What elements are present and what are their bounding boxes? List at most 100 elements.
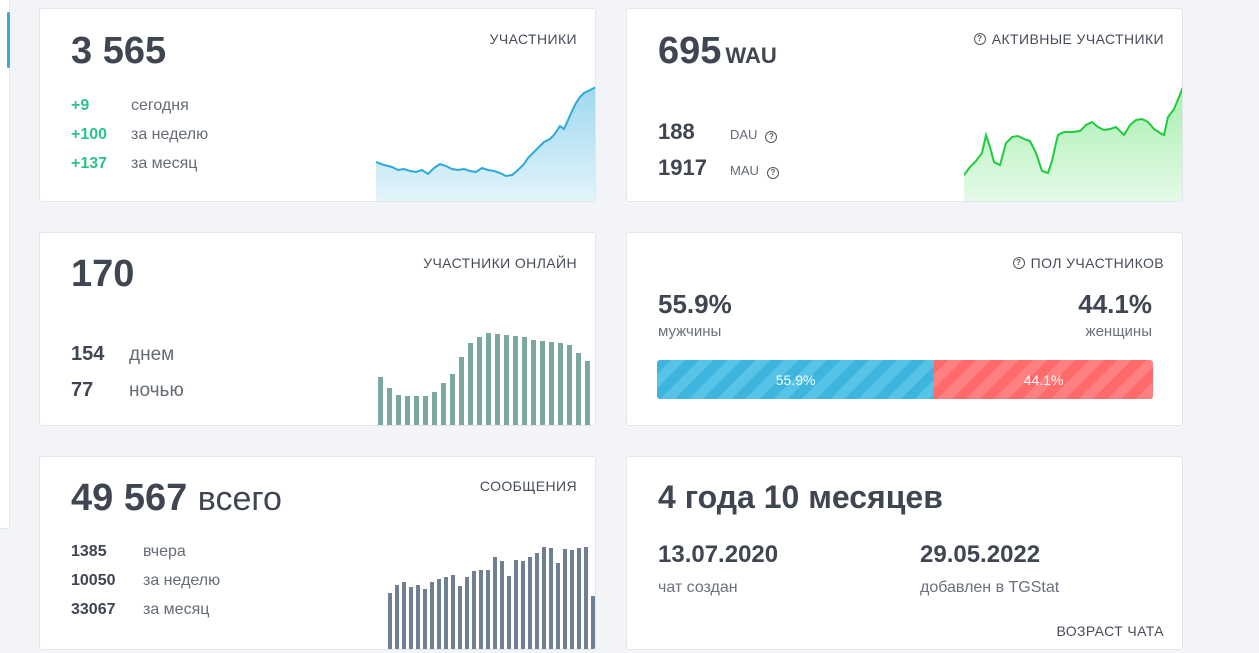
messages-bar [388,593,392,649]
online-bar [387,388,392,425]
dau-row: 188 DAU ? [658,119,778,145]
age-title: ВОЗРАСТ ЧАТА [1056,623,1164,639]
online-bar [405,396,410,425]
messages-bar [521,561,525,649]
stat-label: за месяц [131,155,198,172]
messages-card: СООБЩЕНИЯ 49 567 всего 1385 вчера 10050 … [39,456,596,650]
card-title: ВОЗРАСТ ЧАТА [1056,623,1164,639]
messages-bar [451,575,455,649]
messages-bar [458,586,462,649]
messages-bar [542,547,546,649]
help-icon[interactable]: ? [765,131,778,143]
card-title: УЧАСТНИКИ [490,31,577,47]
dau-value: 188 [658,119,695,144]
messages-bar [423,589,427,649]
created-date: 13.07.2020 [658,541,779,568]
members-sparkline-line [376,86,595,178]
online-bar [459,357,464,425]
card-title: ? ПОЛ УЧАСТНИКОВ [1012,255,1164,271]
online-bar [513,336,518,425]
mau-value: 1917 [658,155,707,180]
online-bar [540,341,545,425]
messages-total-suffix: всего [197,480,282,518]
messages-bar [563,549,567,649]
members-sparkline-area [376,87,595,201]
age-card: 4 года 10 месяцев 13.07.2020 чат создан … [626,456,1183,650]
online-bar [441,383,446,425]
card-title: ? АКТИВНЫЕ УЧАСТНИКИ [973,31,1164,47]
stat-label: вчера [143,543,186,560]
added-date: 29.05.2022 [920,541,1041,568]
dau-label: DAU [730,127,758,142]
online-day-value: 154 [71,343,105,365]
messages-bar [486,570,490,649]
online-bar [585,361,590,425]
messages-bar [535,553,539,649]
help-icon[interactable]: ? [766,167,779,179]
online-bar [567,345,572,425]
wau-value: 695 WAU [658,30,777,73]
messages-bar [416,585,420,649]
messages-bar [430,582,434,649]
created-label: чат создан [658,579,738,596]
messages-bar [479,570,483,649]
stat-label: за неделю [143,572,221,589]
stat-value: 33067 [71,601,116,618]
online-night-row: 77 ночью [71,379,184,402]
gender-bar-female: 44.1% [934,360,1153,399]
messages-bar [465,577,469,649]
members-sparkline [376,86,595,201]
stat-label: за месяц [143,601,210,618]
messages-total: 49 567 всего [71,477,282,520]
card-title: СООБЩЕНИЯ [480,478,577,494]
messages-bar-chart [388,547,595,649]
gender-bar: 55.9% 44.1% [657,360,1153,399]
card-title: УЧАСТНИКИ ОНЛАЙН [423,255,577,271]
online-bar-chart [378,333,590,425]
online-bar [414,396,419,425]
mau-label: MAU [730,163,759,178]
added-label: добавлен в TGStat [920,579,1060,596]
messages-bar [472,571,476,649]
messages-bar [556,563,560,649]
messages-bar [570,550,574,649]
online-bar [504,335,509,425]
online-day-label: днем [129,344,175,365]
stat-label: сегодня [131,97,189,114]
online-night-label: ночью [129,380,184,401]
messages-bar [577,548,581,649]
messages-bar [493,557,497,649]
messages-row-month: 33067 за месяц [71,601,209,619]
members-row-week: +100 за неделю [71,126,208,144]
messages-bar [402,582,406,649]
stat-value: 10050 [71,572,116,589]
online-bar [450,374,455,425]
messages-bar [437,579,441,649]
messages-row-week: 10050 за неделю [71,572,220,590]
messages-bar [409,587,413,649]
help-icon[interactable]: ? [1012,257,1025,269]
messages-bar [591,596,595,649]
active-sparkline [964,86,1182,201]
online-bar [423,396,428,425]
members-card: УЧАСТНИКИ 3 565 +9 сегодня +100 за недел… [39,8,596,202]
help-icon[interactable]: ? [973,33,986,45]
stat-value: +100 [71,126,108,143]
female-percent: 44.1% [1078,289,1152,319]
gender-card: ? ПОЛ УЧАСТНИКОВ 55.9% мужчины 44.1% жен… [626,232,1183,426]
messages-bar [549,548,553,649]
active-card: ? АКТИВНЫЕ УЧАСТНИКИ 695 WAU 188 DAU ? 19… [626,8,1183,202]
messages-row-yesterday: 1385 вчера [71,543,186,561]
online-bar [558,343,563,425]
messages-bar [514,560,518,649]
sidebar-edge [0,0,10,529]
online-bar [549,342,554,425]
online-total: 170 [71,253,135,295]
online-bar [495,334,500,425]
online-card: УЧАСТНИКИ ОНЛАЙН 170 154 днем 77 ночью [39,232,596,426]
online-bar [477,337,482,425]
online-bar [576,353,581,425]
active-title: АКТИВНЫЕ УЧАСТНИКИ [991,31,1164,47]
online-bar [522,337,527,425]
online-bar [432,392,437,425]
